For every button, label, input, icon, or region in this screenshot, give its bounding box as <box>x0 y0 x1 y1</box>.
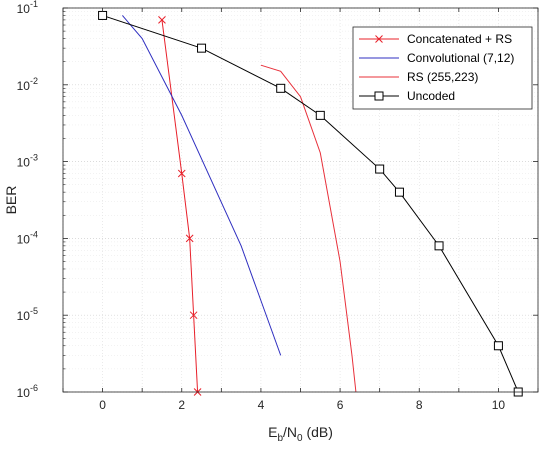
series-2 <box>122 15 282 356</box>
legend-entry: Convolutional (7,12) <box>359 51 514 65</box>
x-axis-label-sub2: 0 <box>297 433 303 444</box>
y-tick-label-exponent: -1 <box>30 0 38 9</box>
x-axis-label-mid: /N <box>283 424 297 440</box>
y-axis-label: BER <box>3 186 19 215</box>
series-4-point <box>276 83 286 93</box>
y-tick-label-base: 10 <box>17 79 31 93</box>
legend-label: RS (255,223) <box>407 70 478 84</box>
x-axis-label-sub1: b <box>277 433 283 444</box>
series-1-point <box>177 169 186 178</box>
y-tick-label-exponent: -6 <box>30 383 38 393</box>
y-tick-label-base: 10 <box>17 232 31 246</box>
series-1-point-stroke <box>185 234 194 243</box>
series-layer <box>98 10 523 397</box>
legend-marker <box>374 91 384 101</box>
series-1-point <box>189 311 198 320</box>
series-4-point <box>493 341 503 351</box>
series-1-point-stroke <box>158 16 166 24</box>
y-tick-label-exponent: -4 <box>30 229 38 239</box>
legend-entry: Concatenated + RS <box>359 32 512 46</box>
y-tick-label: 10-5 <box>17 306 38 323</box>
series-3 <box>260 64 357 393</box>
x-axis-label: Eb/N0 (dB) <box>268 424 333 444</box>
y-tick-label-exponent: -3 <box>30 153 38 163</box>
legend-marker <box>375 35 383 43</box>
legend-entry: RS (255,223) <box>359 70 478 84</box>
series-1-point <box>185 234 194 243</box>
legend-marker-stroke <box>375 35 383 43</box>
x-tick-label: 8 <box>416 398 423 412</box>
series-3-line <box>260 64 357 393</box>
y-tick-label-exponent: -2 <box>30 76 38 86</box>
y-tick-label-exponent: -5 <box>30 306 38 316</box>
legend-entry: Uncoded <box>359 89 455 103</box>
series-4-point <box>197 43 207 53</box>
x-tick-label: 2 <box>178 398 185 412</box>
series-1 <box>158 16 202 396</box>
y-tick-label: 10-3 <box>17 153 38 170</box>
x-tick-label: 4 <box>258 398 265 412</box>
x-axis-label-tail: (dB) <box>303 424 333 440</box>
y-tick-label-base: 10 <box>17 386 31 400</box>
y-tick-label: 10-1 <box>17 0 38 16</box>
legend: Concatenated + RS Convolutional (7,12) RS … <box>352 26 533 110</box>
series-4-point <box>315 110 325 120</box>
x-axis-label-base: E <box>268 424 277 440</box>
series-1-point <box>158 16 166 24</box>
series-4-point <box>434 241 444 251</box>
series-4-point <box>375 164 385 174</box>
y-tick-label-base: 10 <box>17 309 31 323</box>
series-1-point-stroke <box>177 169 186 178</box>
legend-label: Uncoded <box>407 89 455 103</box>
y-tick-label: 10-2 <box>17 76 38 93</box>
y-tick-label: 10-4 <box>17 229 38 246</box>
series-4-point <box>98 10 108 20</box>
y-tick-label: 10-6 <box>17 383 38 400</box>
legend-label: Convolutional (7,12) <box>407 51 514 65</box>
legend-label: Concatenated + RS <box>407 32 512 46</box>
x-tick-label: 6 <box>337 398 344 412</box>
x-tick-label: 0 <box>99 398 106 412</box>
series-4-point <box>394 187 404 197</box>
y-tick-label-base: 10 <box>17 2 31 16</box>
series-2-line <box>122 15 282 356</box>
x-tick-label: 10 <box>492 398 506 412</box>
y-tick-label-base: 10 <box>17 156 31 170</box>
series-1-point-stroke <box>189 311 198 320</box>
